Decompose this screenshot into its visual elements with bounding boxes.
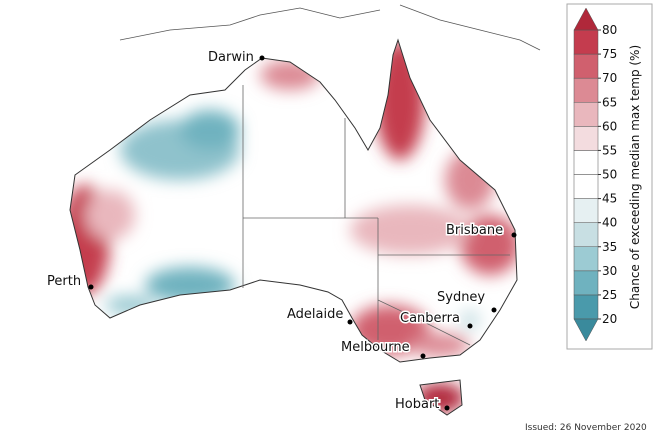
colorbar-bin <box>573 53 599 79</box>
colorbar-tick-label: 55 <box>602 143 617 157</box>
colorbar-bin <box>573 174 599 199</box>
city-label: Darwin <box>208 50 254 65</box>
colorbar-tick-label: 70 <box>602 71 617 85</box>
city-label: Hobart <box>395 397 439 412</box>
colorbar-tick-label: 25 <box>602 288 617 302</box>
colorbar-tick-label: 30 <box>602 264 617 278</box>
city-dot <box>259 55 265 61</box>
city-label: Perth <box>47 274 81 289</box>
colorbar-bin <box>573 294 599 320</box>
colorbar-tick-label: 80 <box>602 23 617 37</box>
colorbar-arrow-high <box>573 7 599 31</box>
colorbar-bin <box>573 150 599 175</box>
cities: Darwin Perth Adelaide Melbourne Sydney Canber… <box>46 49 517 414</box>
colorbar-bin <box>573 126 599 151</box>
colorbar-tick-label: 40 <box>602 216 617 230</box>
city-dot <box>511 232 517 238</box>
colorbar-bin <box>573 246 599 272</box>
city-dot <box>491 307 497 313</box>
colorbar-tick-label: 75 <box>602 47 617 61</box>
city-dot <box>467 323 473 329</box>
colorbar-tick-label: 35 <box>602 240 617 254</box>
colorbar-tick-label: 50 <box>602 168 617 182</box>
colorbar-tick-label: 65 <box>602 95 617 109</box>
city-dot <box>347 319 353 325</box>
city-label: Sydney <box>437 290 485 305</box>
coastline <box>69 38 518 416</box>
colorbar-bin <box>573 198 599 223</box>
colorbar-bin <box>573 270 599 296</box>
city-label: Brisbane <box>446 223 503 238</box>
city-dot <box>444 405 450 411</box>
state-borders <box>242 85 510 346</box>
neighbour-coasts <box>119 4 541 51</box>
colorbar-bin <box>573 222 599 248</box>
city-label: Melbourne <box>341 340 410 355</box>
issued-date: Issued: 26 November 2020 <box>525 423 647 433</box>
legend-title: Chance of exceeding median max temp (%) <box>628 45 642 309</box>
colorbar-arrow-low <box>573 318 599 342</box>
city-label: Adelaide <box>287 307 343 322</box>
colorbar-bin <box>573 102 599 127</box>
city-label: Canberra <box>400 311 460 326</box>
colorbar-tick-label: 45 <box>602 192 617 206</box>
legend: 20 25 30 35 40 45 50 55 60 65 70 75 80 <box>573 7 617 342</box>
colorbar-bin <box>573 29 599 55</box>
colorbar-tick-label: 20 <box>602 312 617 326</box>
city-dot <box>420 353 426 359</box>
probability-field <box>70 40 517 415</box>
city-dot <box>88 284 94 290</box>
colorbar-bin <box>573 77 599 103</box>
colorbar-tick-label: 60 <box>602 119 617 133</box>
